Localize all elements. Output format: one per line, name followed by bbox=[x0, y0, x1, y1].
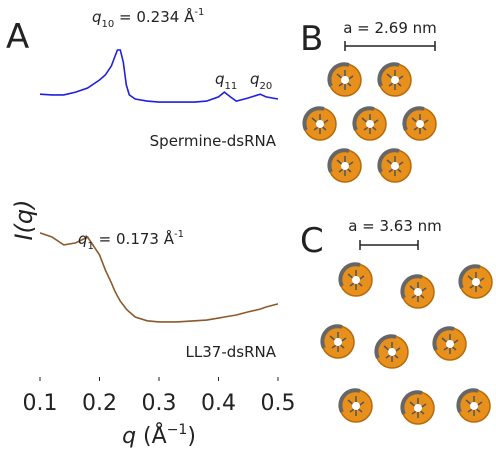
molecule-icon bbox=[352, 106, 388, 142]
x-tick-label: 0.2 bbox=[82, 391, 117, 416]
annotation-sub: 10 bbox=[102, 19, 115, 30]
scale-label: a = 2.69 nm bbox=[343, 19, 437, 37]
annotation-base: q bbox=[78, 230, 88, 248]
molecule-icon bbox=[458, 264, 494, 300]
peak-annotation: q1 = 0.173 Å-1 bbox=[78, 229, 184, 252]
molecule-icon bbox=[338, 388, 374, 424]
series-line bbox=[39, 232, 279, 323]
molecule-icon bbox=[432, 326, 468, 362]
panel-letter: A bbox=[6, 17, 29, 57]
annotation-base: q bbox=[92, 8, 102, 26]
annotation-text: = 0.234 Å bbox=[114, 7, 195, 26]
x-label-space bbox=[136, 424, 143, 449]
annotation-base: q bbox=[250, 70, 260, 88]
y-axis-label: I(q) bbox=[10, 199, 38, 240]
x-tick-label: 0.1 bbox=[23, 391, 58, 416]
molecule-icon bbox=[377, 62, 413, 98]
series-label: Spermine-dsRNA bbox=[150, 132, 277, 150]
annotation-base: q bbox=[215, 70, 225, 88]
x-label-sup: −1 bbox=[167, 422, 188, 438]
molecule-icon bbox=[377, 148, 413, 184]
molecule-icon bbox=[400, 390, 436, 426]
molecule-icon bbox=[327, 62, 363, 98]
x-axis-label: q (Å−1) bbox=[122, 422, 196, 449]
annotation-sub: 11 bbox=[225, 81, 238, 92]
peak-annotation: q11 bbox=[215, 70, 237, 92]
annotation-sup: -1 bbox=[194, 7, 204, 18]
peak-annotation: q20 bbox=[250, 70, 272, 92]
panel-letter: B bbox=[300, 19, 323, 59]
molecule-icon bbox=[400, 274, 436, 310]
series-label: LL37-dsRNA bbox=[186, 343, 277, 361]
molecule-icon bbox=[327, 148, 363, 184]
annotation-sub: 20 bbox=[260, 81, 273, 92]
scale-bar bbox=[359, 240, 419, 250]
molecule-icon bbox=[302, 106, 338, 142]
scale-bar bbox=[344, 41, 436, 51]
scale-label: a = 3.63 nm bbox=[348, 217, 442, 235]
x-label-close: ) bbox=[187, 424, 196, 449]
x-label-unit: (Å bbox=[143, 422, 167, 449]
series-line bbox=[39, 49, 279, 103]
x-tick-label: 0.4 bbox=[201, 391, 236, 416]
molecule-icon bbox=[338, 262, 374, 298]
annotation-text: = 0.173 Å bbox=[94, 229, 175, 248]
molecule-icon bbox=[320, 324, 356, 360]
peak-annotation: q10 = 0.234 Å-1 bbox=[92, 7, 204, 30]
annotation-sup: -1 bbox=[174, 229, 184, 240]
x-tick-label: 0.3 bbox=[142, 391, 177, 416]
molecule-icon bbox=[402, 106, 438, 142]
x-label-symbol: q bbox=[122, 424, 136, 449]
molecule-icon bbox=[374, 334, 410, 370]
panel-letter: C bbox=[300, 221, 324, 261]
molecule-icon bbox=[456, 388, 492, 424]
annotation-sub: 1 bbox=[88, 241, 94, 252]
x-tick-label: 0.5 bbox=[261, 391, 296, 416]
